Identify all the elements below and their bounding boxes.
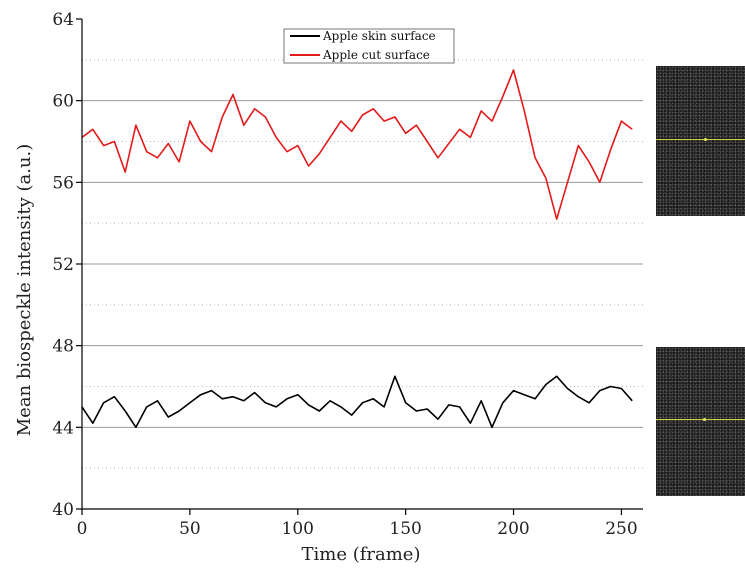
x-tick-label: 100 [282,519,314,539]
speckle-image-skin [656,347,745,496]
speckle-image-cut [656,66,745,216]
y-tick-label: 44 [52,418,74,438]
legend-label-cut: Apple cut surface [322,48,430,62]
speckle-profile-line [656,419,745,420]
speckle-noise [656,66,745,216]
y-tick-label: 52 [52,255,74,275]
speckle-marker [704,138,707,141]
speckle-marker [703,418,706,421]
series-line-skin [81,375,633,429]
y-tick-label: 48 [52,337,74,357]
axes [76,18,643,515]
x-tick-label: 250 [605,519,637,539]
speckle-profile-line [656,139,745,140]
series-layer [81,69,633,429]
y-tick-label: 40 [52,500,74,520]
x-tick-label: 50 [179,519,201,539]
y-tick-label: 56 [52,173,74,193]
x-tick-label: 150 [389,519,421,539]
legend: Apple skin surface Apple cut surface [283,28,455,64]
y-axis-title: Mean biospeckle intensity (a.u.) [14,144,35,437]
speckle-noise [656,347,745,496]
grid [82,59,643,469]
x-tick-label: 0 [77,519,88,539]
x-axis-title: Time (frame) [302,544,421,565]
legend-box [283,28,455,64]
legend-label-skin: Apple skin surface [322,29,436,43]
y-tick-label: 60 [52,92,74,112]
tick-labels: 40 44 48 52 56 60 64 0 50 100 150 200 250 [52,10,637,539]
x-tick-label: 200 [497,519,529,539]
y-tick-label: 64 [52,10,74,30]
series-line-cut [81,69,633,220]
